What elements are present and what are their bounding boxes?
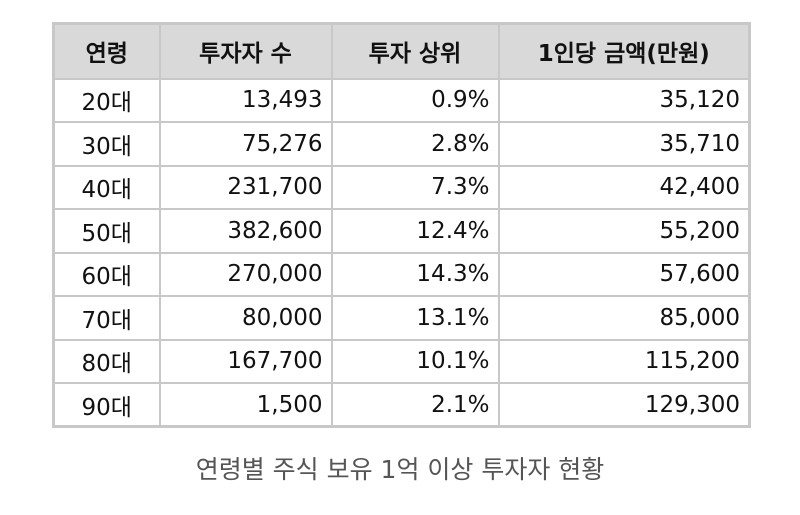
table-cell: 231,700 <box>158 164 333 210</box>
table-body: 20대 13,493 0.9% 35,120 30대 75,276 2.8% 35,710 40… <box>52 77 751 428</box>
table-cell: 12.4% <box>330 208 500 254</box>
table-cell: 115,200 <box>497 338 751 384</box>
table-cell: 85,000 <box>497 295 751 341</box>
table-cell: 80대 <box>52 338 161 384</box>
table-cell: 13.1% <box>330 295 500 341</box>
table-cell: 10.1% <box>330 338 500 384</box>
table-cell: 57,600 <box>497 251 751 297</box>
table-cell: 7.3% <box>330 164 500 210</box>
table-row: 90대 1,500 2.1% 129,300 <box>52 382 751 428</box>
table-cell: 2.8% <box>330 121 500 167</box>
table-cell: 129,300 <box>497 382 751 428</box>
table-cell: 80,000 <box>158 295 333 341</box>
table-cell: 270,000 <box>158 251 333 297</box>
table-cell: 60대 <box>52 251 161 297</box>
table-row: 50대 382,600 12.4% 55,200 <box>52 208 751 254</box>
table-cell: 90대 <box>52 382 161 428</box>
data-table: 연령 투자자 수 투자 상위 1인당 금액(만원) 20대 13,493 0.9% 35,1… <box>52 22 751 428</box>
table-cell: 75,276 <box>158 121 333 167</box>
table-row: 40대 231,700 7.3% 42,400 <box>52 164 751 210</box>
table-cell: 70대 <box>52 295 161 341</box>
header-cell: 투자 상위 <box>330 22 500 80</box>
table-cell: 42,400 <box>497 164 751 210</box>
table-cell: 50대 <box>52 208 161 254</box>
table-cell: 2.1% <box>330 382 500 428</box>
table-cell: 35,120 <box>497 77 751 123</box>
table-cell: 30대 <box>52 121 161 167</box>
table-cell: 1,500 <box>158 382 333 428</box>
table-row: 20대 13,493 0.9% 35,120 <box>52 77 751 123</box>
caption: 연령별 주식 보유 1억 이상 투자자 현황 <box>195 455 605 484</box>
table-row: 30대 75,276 2.8% 35,710 <box>52 121 751 167</box>
table-cell: 40대 <box>52 164 161 210</box>
table-header: 연령 투자자 수 투자 상위 1인당 금액(만원) <box>52 22 751 80</box>
table-cell: 167,700 <box>158 338 333 384</box>
table-cell: 0.9% <box>330 77 500 123</box>
header-cell: 연령 <box>52 22 161 80</box>
table-row: 70대 80,000 13.1% 85,000 <box>52 295 751 341</box>
table-cell: 55,200 <box>497 208 751 254</box>
header-cell: 투자자 수 <box>158 22 333 80</box>
table-row: 60대 270,000 14.3% 57,600 <box>52 251 751 297</box>
table-cell: 35,710 <box>497 121 751 167</box>
table-cell: 14.3% <box>330 251 500 297</box>
header-cell: 1인당 금액(만원) <box>497 22 751 80</box>
table-row: 80대 167,700 10.1% 115,200 <box>52 338 751 384</box>
header-row: 연령 투자자 수 투자 상위 1인당 금액(만원) <box>52 22 751 80</box>
table-cell: 382,600 <box>158 208 333 254</box>
table-cell: 20대 <box>52 77 161 123</box>
table-cell: 13,493 <box>158 77 333 123</box>
